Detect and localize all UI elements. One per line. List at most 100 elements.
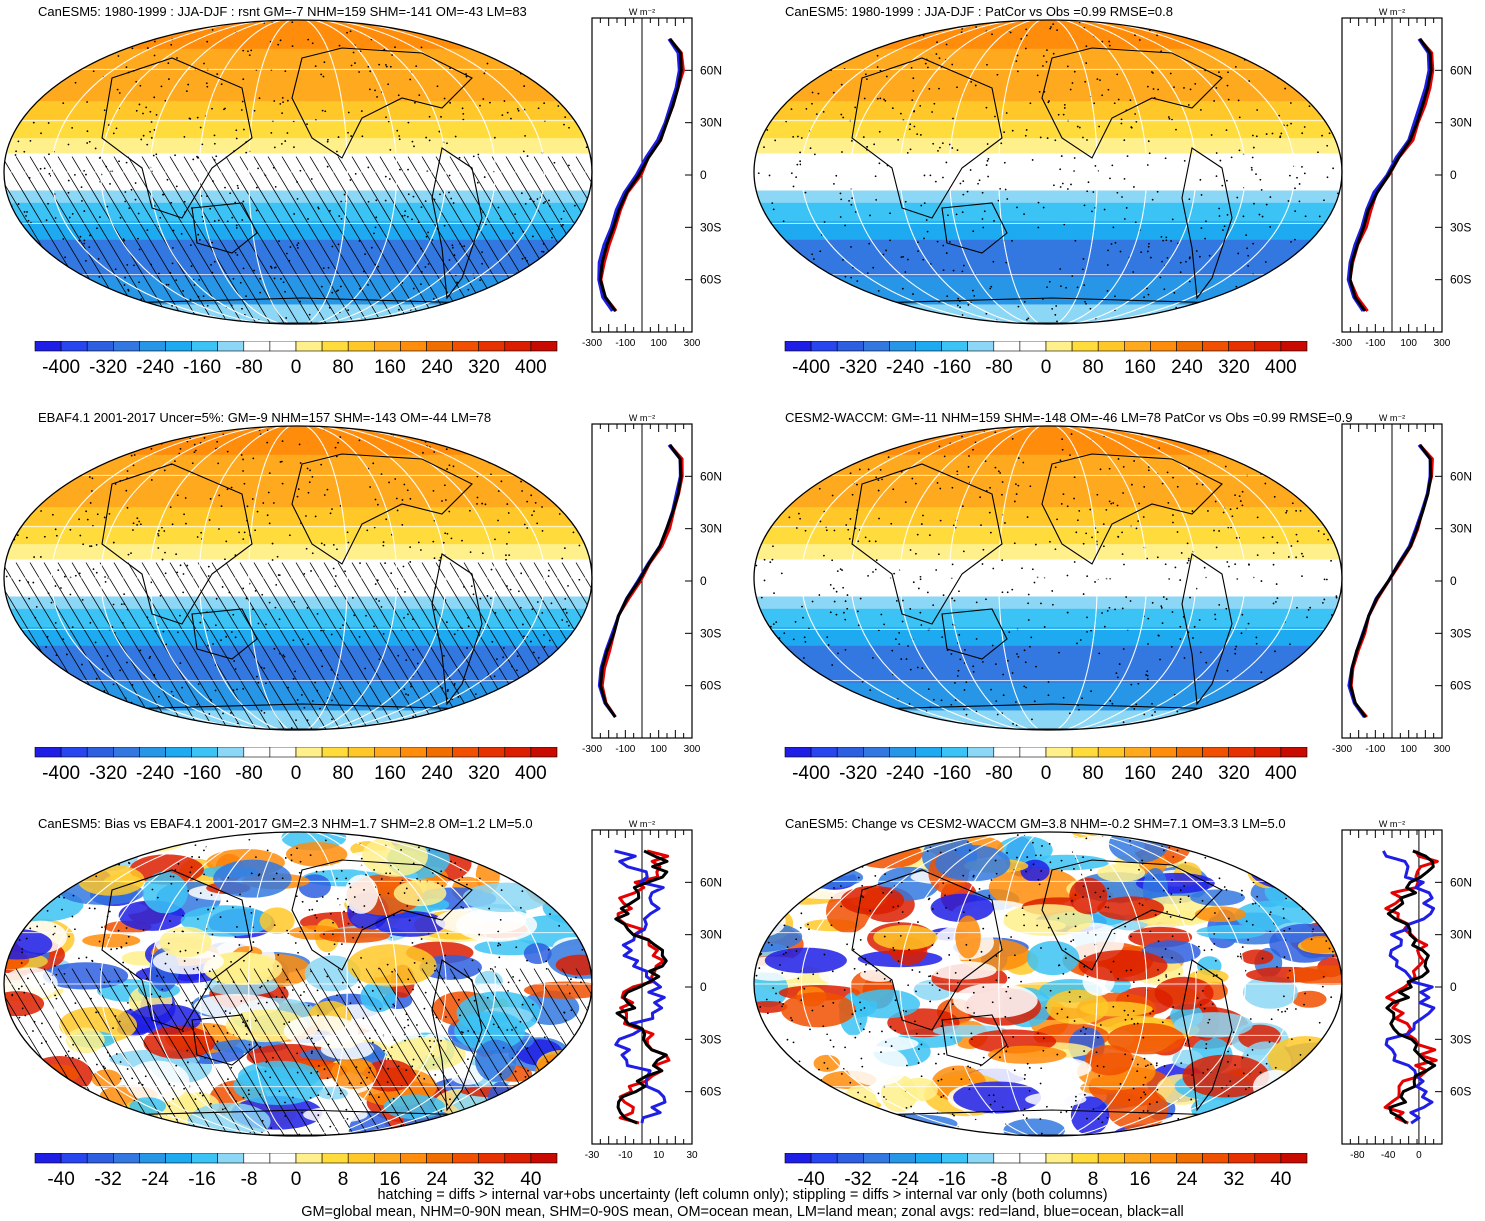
stipple-dot bbox=[1322, 873, 1324, 876]
field-blob bbox=[1082, 966, 1115, 996]
field-blob bbox=[913, 979, 954, 1001]
stipple-dot bbox=[464, 1135, 467, 1136]
stipple-dot bbox=[145, 440, 148, 442]
stipple-dot bbox=[90, 997, 92, 1000]
stipple-dot bbox=[1224, 430, 1227, 433]
stipple-dot bbox=[835, 613, 838, 616]
stipple-dot bbox=[590, 1122, 592, 1125]
hatch-line bbox=[4, 562, 62, 730]
stipple-dot bbox=[1289, 102, 1292, 104]
stipple-dot bbox=[292, 1096, 294, 1099]
stipple-dot bbox=[337, 243, 340, 246]
stipple-dot bbox=[1296, 176, 1298, 179]
stipple-dot bbox=[567, 585, 569, 587]
stipple-dot bbox=[1174, 566, 1177, 569]
stipple-dot bbox=[55, 424, 57, 426]
stipple-dot bbox=[1102, 523, 1105, 526]
stipple-dot bbox=[1021, 907, 1024, 910]
stipple-dot bbox=[1149, 256, 1152, 259]
stipple-dot bbox=[428, 849, 431, 852]
field-blob bbox=[1114, 853, 1185, 869]
field-blob bbox=[928, 834, 1004, 860]
field-blob bbox=[188, 884, 260, 901]
stipple-dot bbox=[271, 22, 274, 24]
stipple-dot bbox=[51, 974, 53, 976]
stipple-dot bbox=[196, 966, 199, 969]
stipple-dot bbox=[761, 45, 764, 48]
field-blob bbox=[1071, 887, 1113, 904]
stipple-dot bbox=[175, 1118, 178, 1120]
colorbar-label: 80 bbox=[1082, 763, 1103, 784]
stipple-dot bbox=[482, 627, 485, 630]
stipple-dot bbox=[801, 995, 804, 998]
stipple-dot bbox=[72, 1043, 75, 1046]
stipple-dot bbox=[1257, 686, 1259, 689]
field-blob bbox=[1002, 904, 1093, 936]
stipple-dot bbox=[249, 905, 252, 908]
stipple-dot bbox=[459, 1014, 461, 1017]
field-blob bbox=[1080, 1080, 1127, 1095]
stipple-dot bbox=[460, 1030, 463, 1033]
stipple-dot bbox=[868, 540, 871, 543]
stipple-dot bbox=[242, 538, 245, 541]
stipple-dot bbox=[81, 663, 83, 666]
profile-xtick-label: -300 bbox=[1332, 744, 1352, 755]
stipple-dot bbox=[50, 281, 53, 283]
stipple-dot bbox=[284, 290, 286, 293]
panel-title: EBAF4.1 2001-2017 Uncer=5%: GM=-9 NHM=15… bbox=[38, 410, 492, 425]
stipple-dot bbox=[246, 519, 248, 522]
stipple-dot bbox=[979, 496, 982, 499]
stipple-dot bbox=[863, 97, 866, 100]
stipple-dot bbox=[913, 125, 916, 128]
field-blob bbox=[14, 832, 74, 840]
stipple-dot bbox=[1241, 613, 1244, 616]
stipple-dot bbox=[577, 890, 580, 893]
field-blob bbox=[93, 832, 126, 851]
stipple-dot bbox=[570, 447, 573, 450]
stipple-dot bbox=[517, 731, 519, 732]
hatch-line bbox=[4, 968, 104, 1136]
field-blob bbox=[1101, 945, 1185, 976]
hatch-line bbox=[225, 562, 328, 730]
stipple-dot bbox=[75, 304, 78, 307]
stipple-dot bbox=[4, 506, 7, 509]
stipple-dot bbox=[407, 168, 409, 171]
stipple-dot bbox=[895, 599, 898, 602]
hatch-line bbox=[295, 968, 398, 1136]
stipple-dot bbox=[1096, 18, 1098, 20]
field-blob bbox=[246, 1044, 338, 1070]
stipple-dot bbox=[1003, 239, 1005, 242]
stipple-dot bbox=[1005, 261, 1008, 264]
stipple-dot bbox=[486, 42, 489, 45]
stipple-dot bbox=[215, 597, 218, 600]
stipple-dot bbox=[32, 832, 34, 835]
stipple-dot bbox=[866, 145, 869, 148]
hatch-line bbox=[365, 968, 468, 1136]
stipple-dot bbox=[19, 451, 22, 454]
stipple-dot bbox=[226, 220, 229, 223]
profile-xtick-label: 30 bbox=[686, 1150, 698, 1161]
stipple-dot bbox=[476, 496, 479, 499]
field-blob bbox=[468, 904, 527, 923]
hatch-line bbox=[85, 562, 188, 730]
stipple-dot bbox=[153, 205, 156, 207]
stipple-dot bbox=[511, 232, 514, 235]
stipple-dot bbox=[772, 545, 774, 548]
stipple-dot bbox=[1084, 300, 1086, 303]
stipple-dot bbox=[476, 834, 479, 837]
field-blob bbox=[1317, 1114, 1342, 1136]
stipple-dot bbox=[160, 85, 163, 88]
stipple-dot bbox=[1311, 507, 1314, 509]
stipple-dot bbox=[896, 1114, 899, 1117]
stipple-dot bbox=[791, 67, 793, 70]
stipple-dot bbox=[910, 66, 913, 69]
stipple-dot bbox=[523, 523, 526, 526]
field-blob bbox=[1192, 998, 1220, 1041]
stipple-dot bbox=[861, 715, 864, 718]
stipple-dot bbox=[420, 271, 423, 273]
stipple-dot bbox=[162, 193, 164, 196]
stipple-dot bbox=[337, 441, 339, 444]
stipple-dot bbox=[522, 285, 525, 288]
stipple-dot bbox=[81, 598, 84, 601]
stipple-dot bbox=[857, 624, 860, 627]
